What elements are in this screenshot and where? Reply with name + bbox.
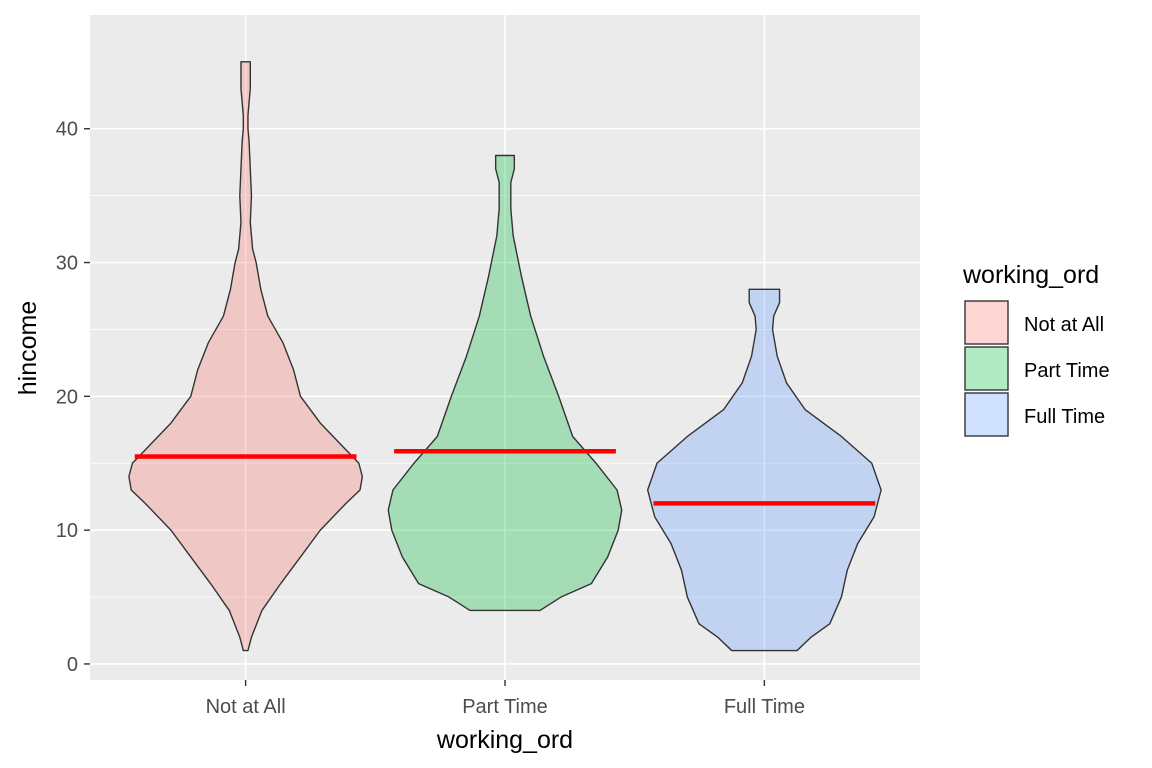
legend-label: Part Time [1024,360,1110,382]
median-lines [134,448,876,506]
x-axis-title: working_ord [436,726,573,754]
y-tick-label: 40 [56,119,78,141]
x-tick-label: Part Time [462,696,548,718]
legend-key [964,392,1009,437]
y-axis-title: hincome [14,301,42,396]
violin-part-time [387,154,623,612]
x-axis: Not at All Part Time Full Time [206,680,805,718]
x-tick-label: Full Time [724,696,805,718]
y-tick-label: 0 [67,654,78,676]
major-gridlines [90,15,920,680]
violin-full-time [646,288,882,652]
y-axis: 0 10 20 30 40 [56,119,90,676]
legend-label: Full Time [1024,406,1105,428]
y-tick-label: 30 [56,253,78,275]
legend-key [964,346,1009,391]
x-tick-label: Not at All [206,696,286,718]
y-tick-label: 20 [56,386,78,408]
y-tick-label: 10 [56,520,78,542]
legend-key [964,300,1009,345]
legend: working_ord Not at All Part Time Full Time [962,261,1110,437]
violins [128,61,882,652]
legend-label: Not at All [1024,314,1104,336]
legend-title: working_ord [962,261,1099,289]
